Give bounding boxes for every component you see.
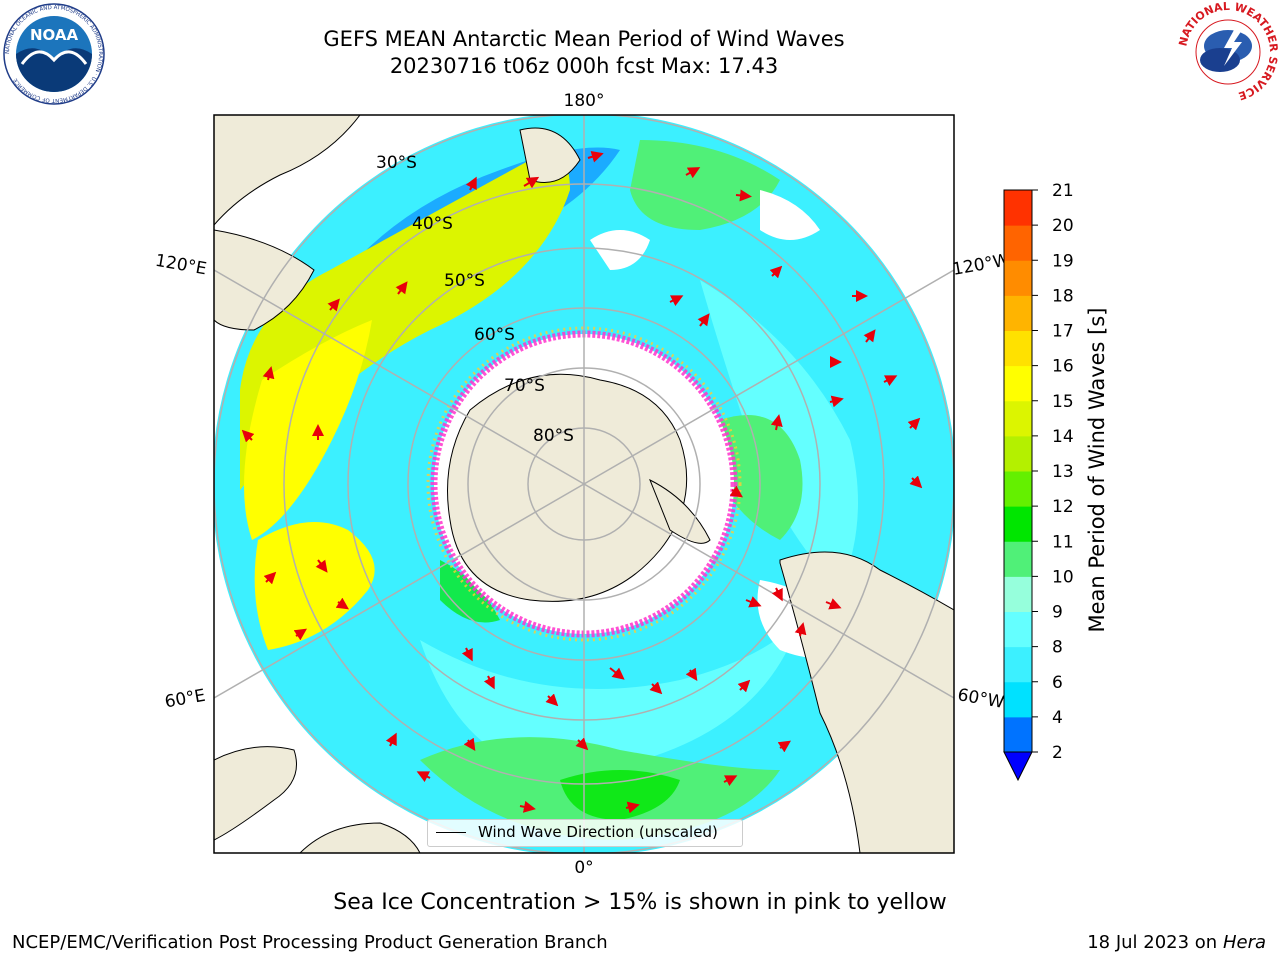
colorbar-segment [1004,506,1032,542]
south-america-land [779,551,954,853]
parallel-label-60s: 60°S [474,325,515,345]
new-zealand-land [519,127,581,183]
colorbar-segment [1004,190,1032,226]
colorbar-tick-label: 15 [1052,392,1074,412]
colorbar-segment [1004,260,1032,296]
footer-machine: Hera [1222,932,1266,953]
colorbar-segment [1004,225,1032,261]
colorbar-tick-label: 14 [1052,427,1074,447]
colorbar-tick-label: 21 [1052,181,1074,201]
legend-line-sample [436,832,466,833]
nws-logo: NATIONAL WEATHER SERVICE [1176,2,1280,102]
map-area [214,115,954,853]
antarctica-land [447,373,688,602]
colorbar-tick-label: 17 [1052,322,1074,342]
colorbar-tick-label: 13 [1052,462,1074,482]
meridian-label-60e: 60°E [163,686,207,713]
sea-ice-note: Sea Ice Concentration > 15% is shown in … [333,890,947,915]
footer-date: 18 Jul 2023 on Hera [1087,932,1266,953]
meridian-label-0: 0° [574,858,593,878]
colorbar-segment [1004,576,1032,612]
colorbar-segment [1004,295,1032,331]
wind-wave-arrows [241,150,923,814]
colorbar-segment [1004,646,1032,683]
colorbar-segment [1004,471,1032,507]
colorbar-tick-label: 6 [1052,673,1063,693]
colorbar: 2 4 6 8 9 10 11 12 13 14 15 16 17 18 19 20 21 [1003,181,1074,782]
meridian-label-60w: 60°W [956,685,1006,713]
colorbar-tick-label: 19 [1052,251,1074,271]
map-legend: Wind Wave Direction (unscaled) [427,819,743,847]
colorbar-tick-label: 4 [1052,708,1063,728]
parallel-label-40s: 40°S [412,214,453,234]
parallel-label-50s: 50°S [444,271,485,291]
noaa-logo-text: NOAA [30,26,79,44]
colorbar-segment [1004,541,1032,577]
colorbar-segment [1004,330,1032,367]
chart-subtitle: 20230716 t06z 000h fcst Max: 17.43 [389,54,779,78]
colorbar-tick-label: 10 [1052,567,1074,587]
legend-label: Wind Wave Direction (unscaled) [478,823,718,841]
colorbar-segment [1004,400,1032,437]
footer-credit: NCEP/EMC/Verification Post Processing Pr… [12,932,608,953]
colorbar-tick-label: 9 [1052,603,1063,623]
graticule [214,115,954,853]
colorbar-segment [1004,716,1032,753]
colorbar-segment [1004,365,1032,402]
parallel-label-30s: 30°S [376,153,417,173]
australia-land [214,746,297,841]
colorbar-tick-label: 12 [1052,497,1074,517]
parallel-label-70s: 70°S [504,376,545,396]
colorbar-tick-label: 18 [1052,286,1074,306]
colorbar-tick-label: 20 [1052,216,1074,236]
noaa-logo: NATIONAL OCEANIC AND ATMOSPHERIC ADMINIS… [3,3,105,105]
colorbar-tick-label: 11 [1052,532,1074,552]
meridian-label-120w: 120°W [951,250,1012,280]
chart-title: GEFS MEAN Antarctic Mean Period of Wind … [323,27,845,51]
colorbar-title: Mean Period of Wind Waves [s] [1085,307,1109,633]
africa-land [214,115,361,226]
footer-date-text: 18 Jul 2023 on [1087,932,1223,953]
map-frame [213,114,955,854]
colorbar-tick-label: 8 [1052,638,1063,658]
parallel-label-80s: 80°S [533,426,574,446]
colorbar-segment [1004,611,1032,648]
colorbar-segment [1004,435,1032,472]
colorbar-tick-label: 2 [1052,743,1063,763]
colorbar-underflow-arrow [1003,751,1033,782]
colorbar-tick-label: 16 [1052,357,1074,377]
meridian-label-120e: 120°E [154,251,208,280]
colorbar-segment [1004,681,1032,718]
meridian-label-180: 180° [564,91,605,111]
